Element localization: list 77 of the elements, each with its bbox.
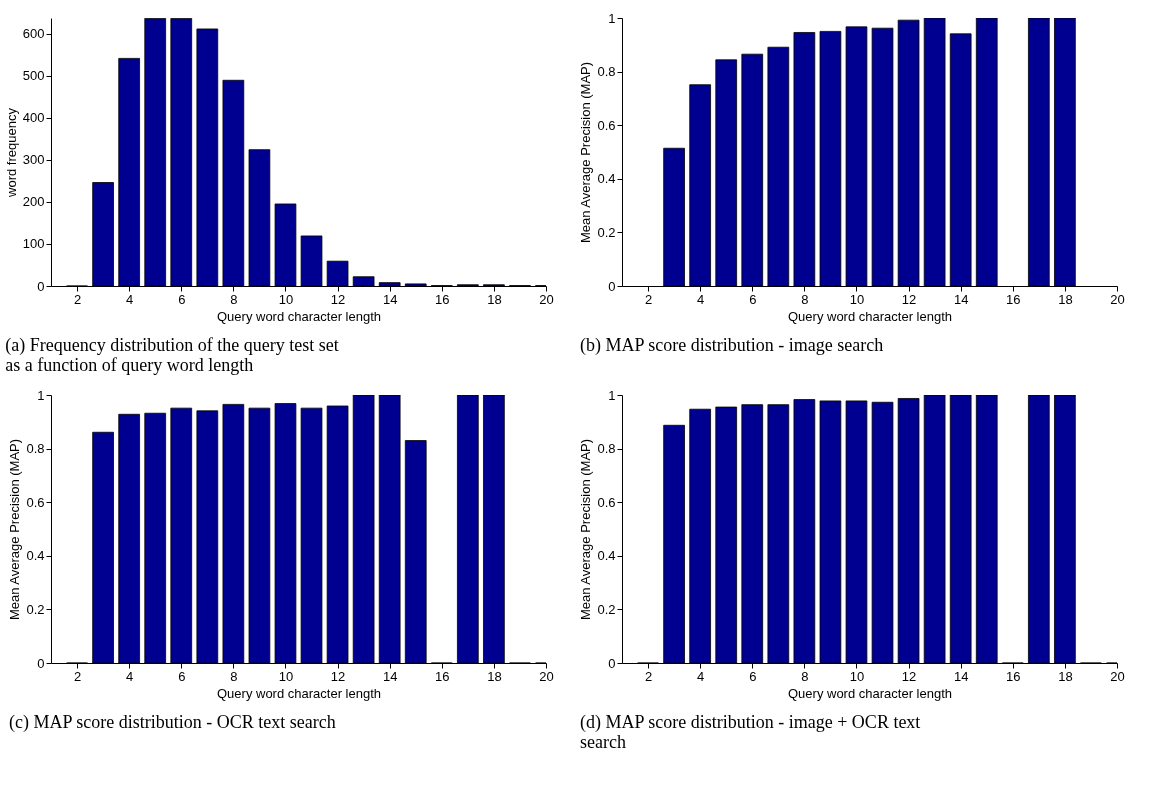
x-tick-label: 10 bbox=[278, 291, 294, 307]
x-tick-label: 4 bbox=[697, 668, 705, 684]
y-axis-title: word frequency bbox=[3, 107, 19, 198]
y-tick-label: 0.6 bbox=[597, 117, 616, 133]
y-tick-label: 500 bbox=[22, 68, 45, 84]
y-tick-label: 0.2 bbox=[597, 601, 616, 617]
y-tick-label: 0.6 bbox=[597, 494, 616, 510]
x-tick-label: 14 bbox=[382, 291, 398, 307]
text: (a) Frequency distribution of the query test set as a function of query word length bbox=[5, 335, 339, 375]
text: (d) MAP score distribution - image + OCR text search bbox=[579, 712, 921, 752]
x-tick-label: 16 bbox=[435, 291, 450, 307]
x-tick-label: 10 bbox=[849, 291, 865, 307]
x-tick-label: 12 bbox=[330, 668, 346, 684]
y-tick-label: 1 bbox=[608, 387, 616, 403]
y-tick-label: 0 bbox=[608, 278, 616, 294]
y-tick-label: 0.4 bbox=[597, 548, 616, 564]
x-tick-label: 2 bbox=[644, 668, 653, 684]
x-tick-label: 8 bbox=[230, 291, 238, 307]
x-tick-label: 18 bbox=[1058, 668, 1073, 684]
x-tick-label: 4 bbox=[126, 291, 134, 307]
x-tick-label: 6 bbox=[178, 668, 186, 684]
text: (c) MAP score distribution - OCR text search bbox=[8, 712, 336, 733]
y-tick-label: 1 bbox=[37, 387, 45, 403]
x-tick-label: 4 bbox=[126, 668, 134, 684]
x-tick-label: 10 bbox=[849, 668, 865, 684]
x-tick-label: 14 bbox=[953, 668, 969, 684]
y-tick-label: 0.4 bbox=[597, 171, 616, 187]
x-tick-label: 20 bbox=[539, 291, 554, 307]
x-tick-label: 16 bbox=[1006, 668, 1021, 684]
x-axis-title: Query word character length bbox=[216, 308, 382, 324]
y-axis-title: Mean Average Precision (MAP) bbox=[578, 61, 594, 244]
x-tick-label: 20 bbox=[1110, 291, 1125, 307]
y-tick-label: 1 bbox=[608, 10, 616, 26]
x-tick-label: 2 bbox=[73, 291, 82, 307]
x-tick-label: 8 bbox=[801, 668, 809, 684]
x-tick-label: 4 bbox=[697, 291, 705, 307]
x-tick-label: 18 bbox=[487, 291, 502, 307]
x-tick-label: 12 bbox=[901, 291, 917, 307]
x-tick-label: 12 bbox=[330, 291, 346, 307]
x-tick-label: 20 bbox=[539, 668, 554, 684]
y-tick-label: 100 bbox=[22, 236, 45, 252]
x-tick-label: 18 bbox=[487, 668, 502, 684]
x-axis-title: Query word character length bbox=[216, 685, 382, 701]
x-tick-label: 6 bbox=[749, 668, 757, 684]
x-axis-title: Query word character length bbox=[787, 685, 953, 701]
y-tick-label: 0.8 bbox=[597, 441, 616, 457]
y-tick-label: 0.8 bbox=[597, 64, 616, 80]
y-tick-label: 200 bbox=[22, 194, 45, 210]
y-tick-label: 300 bbox=[22, 152, 45, 168]
x-tick-label: 8 bbox=[801, 291, 809, 307]
y-tick-label: 0 bbox=[37, 655, 45, 671]
y-axis-title: Mean Average Precision (MAP) bbox=[578, 438, 594, 621]
x-tick-label: 6 bbox=[749, 291, 757, 307]
text: (b) MAP score distribution - image search bbox=[579, 335, 884, 356]
x-tick-label: 20 bbox=[1110, 668, 1125, 684]
x-tick-label: 6 bbox=[178, 291, 186, 307]
y-tick-label: 0.8 bbox=[26, 441, 45, 457]
y-tick-label: 0 bbox=[608, 655, 616, 671]
y-tick-label: 0.6 bbox=[26, 494, 45, 510]
x-tick-label: 2 bbox=[73, 668, 82, 684]
y-tick-label: 600 bbox=[22, 26, 45, 42]
y-tick-label: 0.2 bbox=[597, 224, 616, 240]
y-tick-label: 0 bbox=[37, 278, 45, 294]
y-axis-title: Mean Average Precision (MAP) bbox=[7, 438, 23, 621]
x-tick-label: 16 bbox=[1006, 291, 1021, 307]
x-tick-label: 18 bbox=[1058, 291, 1073, 307]
x-tick-label: 10 bbox=[278, 668, 294, 684]
x-axis-title: Query word character length bbox=[787, 308, 953, 324]
y-tick-label: 400 bbox=[22, 110, 45, 126]
x-tick-label: 16 bbox=[435, 668, 450, 684]
x-tick-label: 14 bbox=[953, 291, 969, 307]
x-tick-label: 2 bbox=[644, 291, 653, 307]
y-tick-label: 0.4 bbox=[26, 548, 45, 564]
x-tick-label: 12 bbox=[901, 668, 917, 684]
x-tick-label: 14 bbox=[382, 668, 398, 684]
x-tick-label: 8 bbox=[230, 668, 238, 684]
y-tick-label: 0.2 bbox=[26, 601, 45, 617]
